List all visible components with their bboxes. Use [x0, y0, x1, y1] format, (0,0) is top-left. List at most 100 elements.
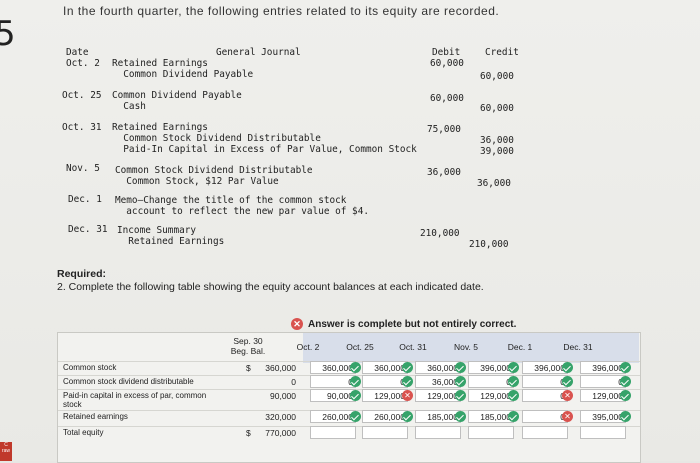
column-header: Oct. 2: [296, 342, 320, 352]
journal-date-header: Date: [66, 47, 89, 58]
journal-credit: 60,000: [480, 71, 514, 82]
row-label: Paid-in capital in excess of par, common…: [63, 391, 207, 409]
correct-check-icon: [620, 390, 631, 401]
beginning-balance: 320,000: [265, 412, 296, 422]
question-number: 5: [0, 14, 16, 54]
balance-input[interactable]: [362, 426, 408, 439]
journal-text: Income Summary: [117, 225, 197, 236]
correct-check-icon: [562, 362, 573, 373]
correct-check-icon: [350, 376, 361, 387]
balance-value: 396,000: [592, 363, 623, 373]
row-label: Retained earnings: [63, 412, 128, 421]
required-instruction: 2. Complete the following table showing …: [57, 281, 484, 293]
correct-check-icon: [455, 390, 466, 401]
answer-status-text: Answer is complete but not entirely corr…: [308, 318, 517, 330]
journal-date: Oct. 31: [62, 122, 102, 133]
required-title: Required:: [57, 268, 107, 280]
balance-value: 360,000: [322, 363, 353, 373]
error-x-icon: ✕: [291, 318, 303, 330]
correct-check-icon: [350, 362, 361, 373]
row-label: Common stock: [63, 363, 117, 372]
balance-input[interactable]: [415, 426, 461, 439]
balance-input[interactable]: [580, 426, 626, 439]
journal-debit-header: Debit: [432, 47, 461, 58]
journal-text: Common Stock Dividend Distributable: [115, 165, 313, 176]
journal-text: Paid-In Capital in Excess of Par Value, …: [112, 144, 417, 155]
beginning-balance: 360,000: [265, 363, 296, 373]
cut-off-intro-text: In the fourth quarter, the following ent…: [63, 4, 500, 18]
correct-check-icon: [508, 390, 519, 401]
journal-credit: 60,000: [480, 103, 514, 114]
dollar-sign: $: [246, 363, 251, 373]
correct-check-icon: [350, 411, 361, 422]
incorrect-x-icon: ✕: [402, 390, 413, 401]
correct-check-icon: [402, 411, 413, 422]
dollar-sign: $: [246, 428, 251, 438]
balance-value: 0: [580, 377, 623, 387]
column-header: Oct. 25: [346, 342, 374, 352]
correct-check-icon: [455, 362, 466, 373]
column-header: Dec. 1: [507, 342, 533, 352]
correct-check-icon: [508, 411, 519, 422]
balance-value: 260,000: [374, 412, 405, 422]
balance-value: 396,000: [534, 363, 565, 373]
correct-check-icon: [562, 376, 573, 387]
corner-tag: C raw: [0, 442, 12, 461]
journal-text: Common Dividend Payable: [112, 90, 242, 101]
correct-check-icon: [620, 411, 631, 422]
balance-value: 129,000: [480, 391, 511, 401]
equity-balances-table: Sep. 30 Beg. Bal. Oct. 2 Oct. 25 Oct. 31 Nov…: [57, 332, 641, 463]
correct-check-icon: [508, 362, 519, 373]
balance-value: 90,000: [327, 391, 353, 401]
beginning-balance: 0: [291, 377, 296, 387]
balance-value: 129,000: [374, 391, 405, 401]
column-header: Oct. 31: [399, 342, 427, 352]
journal-date: Oct. 25: [62, 90, 102, 101]
correct-check-icon: [620, 362, 631, 373]
balance-value: 0: [522, 391, 565, 401]
beginning-balance: 90,000: [270, 391, 296, 401]
incorrect-x-icon: ✕: [562, 390, 573, 401]
row-label: Common stock dividend distributable: [63, 377, 194, 386]
beginning-balance: 770,000: [265, 428, 296, 438]
journal-date: Oct. 2: [66, 58, 100, 69]
journal-debit: 60,000: [430, 58, 464, 69]
journal-text: Retained Earnings: [117, 236, 225, 247]
balance-value: 185,000: [427, 412, 458, 422]
journal-text: Retained Earnings: [112, 58, 208, 69]
balance-value: 395,000: [592, 412, 623, 422]
journal-debit: 75,000: [427, 124, 461, 135]
balance-value: 396,000: [480, 363, 511, 373]
correct-check-icon: [350, 390, 361, 401]
balance-value: 0: [310, 377, 353, 387]
balance-value: 0: [362, 377, 405, 387]
journal-date: Dec. 1: [68, 194, 102, 205]
journal-text: Common Stock Dividend Distributable: [112, 133, 321, 144]
balance-input[interactable]: [522, 426, 568, 439]
column-header: Sep. 30 Beg. Bal.: [230, 336, 266, 356]
balance-value: 360,000: [374, 363, 405, 373]
balance-value: 260,000: [322, 412, 353, 422]
balance-input[interactable]: [310, 426, 356, 439]
journal-text: Cash: [112, 101, 146, 112]
journal-text: Retained Earnings: [112, 122, 208, 133]
table-header-band: [303, 333, 639, 363]
balance-input[interactable]: [468, 426, 514, 439]
balance-value: 185,000: [480, 412, 511, 422]
correct-check-icon: [455, 411, 466, 422]
correct-check-icon: [508, 376, 519, 387]
balance-value: 0: [468, 377, 511, 387]
row-label: Total equity: [63, 428, 104, 437]
journal-credit: 36,000: [477, 178, 511, 189]
balance-value: 36,000: [432, 377, 458, 387]
correct-check-icon: [620, 376, 631, 387]
balance-value: 360,000: [427, 363, 458, 373]
column-header: Nov. 5: [454, 342, 478, 352]
balance-value: 129,000: [427, 391, 458, 401]
journal-text: Common Dividend Payable: [112, 69, 254, 80]
journal-credit-header: Credit: [485, 47, 519, 58]
incorrect-x-icon: ✕: [562, 411, 573, 422]
journal-credit: 210,000: [469, 239, 509, 250]
journal-text: Common Stock, $12 Par Value: [115, 176, 279, 187]
